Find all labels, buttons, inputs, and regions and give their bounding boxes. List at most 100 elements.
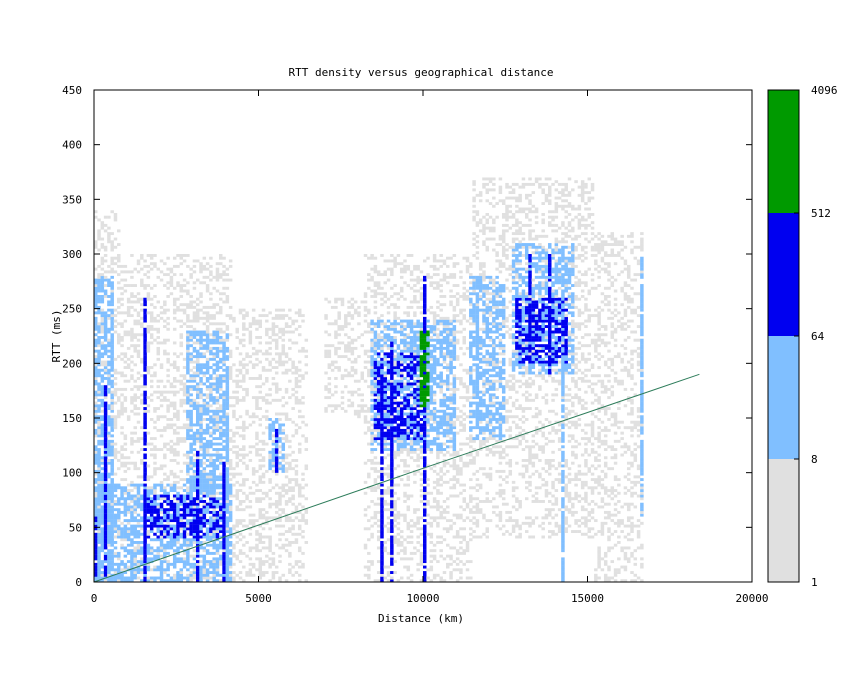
- density-cell: [225, 560, 230, 564]
- density-cell: [242, 426, 246, 430]
- density-cell: [380, 502, 384, 506]
- density-cell: [159, 398, 164, 402]
- density-cell: [103, 352, 108, 356]
- density-cell: [225, 551, 230, 555]
- density-cell: [225, 516, 230, 520]
- density-cell: [238, 453, 243, 457]
- density-cell: [255, 549, 259, 553]
- density-cell: [103, 502, 108, 506]
- density-cell: [255, 538, 259, 542]
- density-cell: [228, 516, 233, 520]
- density-cell: [202, 333, 207, 337]
- density-cell: [153, 502, 157, 506]
- density-cell: [403, 325, 407, 328]
- density-cell: [416, 264, 420, 268]
- density-cell: [304, 579, 309, 583]
- density-cell: [344, 368, 348, 372]
- density-cell: [301, 374, 305, 378]
- density-cell: [107, 415, 111, 419]
- density-cell: [212, 431, 216, 435]
- density-cell: [199, 516, 203, 520]
- density-cell: [120, 374, 124, 378]
- density-cell: [268, 535, 272, 539]
- density-cell: [409, 349, 414, 353]
- density-cell: [265, 516, 269, 520]
- density-cell: [97, 218, 101, 222]
- density-cell: [146, 551, 151, 555]
- density-cell: [409, 418, 414, 421]
- density-cell: [110, 270, 114, 274]
- density-cell: [179, 387, 184, 391]
- density-cell: [403, 565, 407, 569]
- density-cell: [386, 453, 391, 457]
- density-cell: [330, 404, 335, 408]
- density-cell: [209, 502, 213, 506]
- density-cell: [291, 387, 295, 391]
- density-cell: [370, 254, 374, 257]
- density-cell: [179, 344, 184, 348]
- density-cell: [153, 319, 157, 323]
- density-cell: [195, 418, 200, 421]
- density-cell: [172, 390, 177, 394]
- density-cell: [219, 497, 223, 501]
- density-cell: [278, 546, 282, 550]
- density-cell: [409, 327, 414, 331]
- density-cell: [268, 459, 272, 462]
- density-cell: [291, 527, 295, 531]
- density-cell: [219, 442, 223, 446]
- density-cell: [192, 434, 197, 438]
- density-cell: [172, 505, 177, 509]
- density-cell: [327, 349, 332, 353]
- density-cell: [146, 497, 151, 501]
- density-cell: [403, 385, 407, 389]
- density-cell: [265, 357, 269, 361]
- density-cell: [265, 415, 269, 419]
- density-cell: [350, 338, 355, 342]
- density-cell: [156, 510, 160, 514]
- density-cell: [393, 322, 397, 326]
- density-cell: [189, 571, 193, 574]
- density-cell: [195, 469, 200, 473]
- density-cell: [416, 379, 420, 383]
- density-cell: [212, 442, 216, 446]
- density-cell: [189, 319, 193, 323]
- density-cell: [94, 393, 98, 397]
- density-cell: [126, 270, 131, 274]
- density-cell: [100, 336, 105, 339]
- density-cell: [386, 278, 391, 282]
- density-cell: [120, 303, 124, 307]
- density-cell: [202, 513, 207, 517]
- density-cell: [261, 352, 266, 356]
- density-cell: [192, 472, 197, 476]
- density-cell: [251, 467, 256, 471]
- density-cell: [396, 521, 401, 525]
- density-cell: [159, 571, 164, 574]
- density-cell: [297, 325, 302, 328]
- density-cell: [416, 521, 420, 525]
- density-cell: [393, 264, 397, 268]
- density-cell: [186, 360, 190, 364]
- density-cell: [123, 461, 128, 465]
- density-cell: [156, 390, 160, 394]
- density-cell: [215, 273, 220, 277]
- density-cell: [110, 568, 114, 572]
- density-cell: [297, 549, 302, 553]
- density-cell: [120, 510, 124, 514]
- density-cell: [192, 562, 197, 566]
- density-cell: [179, 325, 184, 328]
- density-cell: [130, 305, 134, 309]
- density-cell: [288, 500, 292, 503]
- density-cell: [159, 568, 164, 572]
- density-cell: [383, 442, 388, 446]
- density-cell: [110, 289, 114, 293]
- density-cell: [113, 571, 118, 574]
- density-cell: [189, 418, 193, 421]
- density-cell: [380, 393, 384, 397]
- density-cell: [396, 390, 401, 394]
- density-cell: [255, 377, 259, 380]
- density-cell: [212, 322, 216, 326]
- density-cell: [304, 355, 309, 359]
- density-cell: [192, 568, 197, 572]
- density-cell: [380, 374, 384, 378]
- density-cell: [130, 576, 134, 580]
